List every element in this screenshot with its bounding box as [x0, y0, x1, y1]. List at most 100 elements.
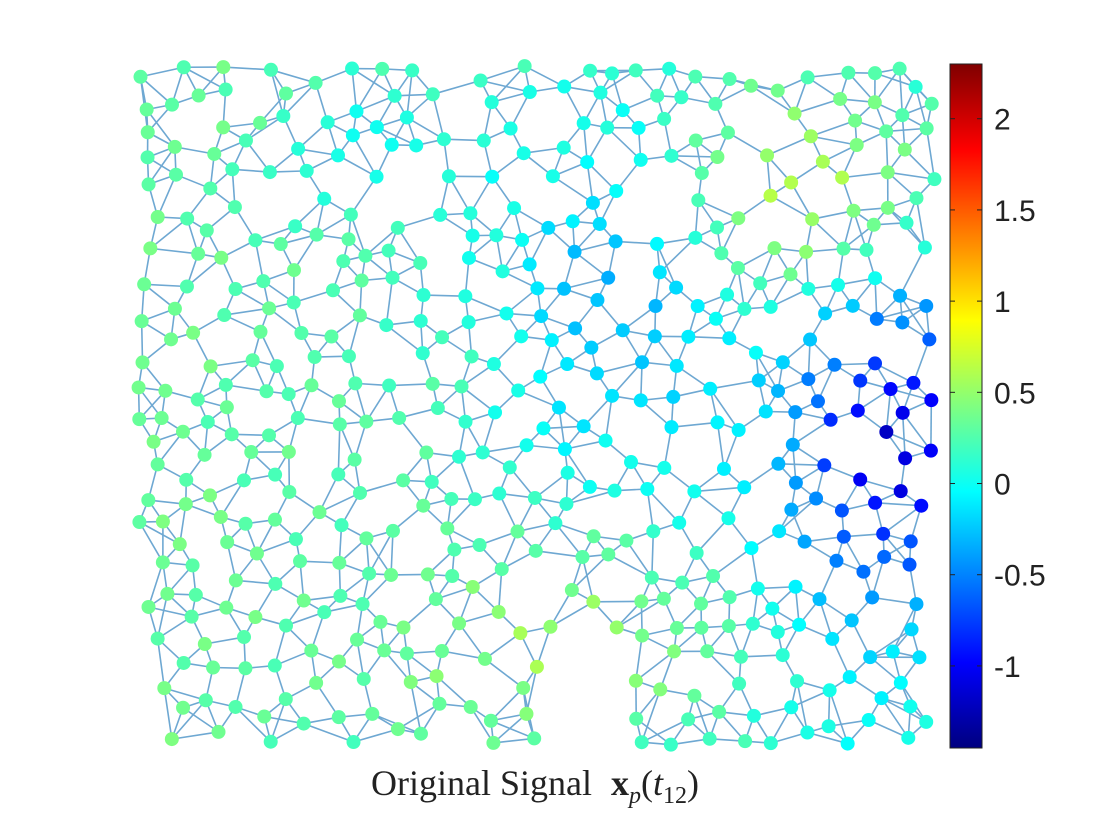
- graph-node: [722, 590, 737, 605]
- graph-node: [441, 169, 456, 184]
- graph-node: [633, 393, 648, 408]
- graph-node: [253, 324, 268, 339]
- graph-node: [863, 650, 878, 665]
- graph-node: [919, 121, 934, 136]
- graph-node: [771, 456, 786, 471]
- graph-node: [763, 188, 778, 203]
- graph-edge: [874, 362, 914, 384]
- graph-node: [191, 246, 206, 261]
- graph-edge: [901, 412, 906, 459]
- graph-node: [917, 240, 932, 255]
- graph-edge: [552, 175, 594, 204]
- graph-node: [846, 203, 861, 218]
- graph-node: [332, 417, 347, 432]
- graph-edge: [156, 174, 177, 218]
- graph-node: [788, 475, 803, 490]
- graph-node: [238, 661, 253, 676]
- graph-node: [895, 108, 910, 123]
- graph-node: [653, 682, 668, 697]
- graph-edge: [397, 703, 440, 730]
- graph-node: [415, 346, 430, 361]
- graph-node: [906, 375, 921, 390]
- graph-edge: [482, 444, 527, 454]
- graph-node: [733, 649, 748, 664]
- graph-edge: [465, 295, 507, 315]
- graph-node: [763, 299, 778, 314]
- graph-edge: [402, 598, 437, 629]
- graph-node: [225, 162, 240, 177]
- graph-edge: [139, 76, 173, 106]
- graph-node: [687, 688, 702, 703]
- graph-node: [288, 219, 303, 234]
- graph-node: [544, 333, 559, 348]
- graph-edge: [352, 134, 378, 178]
- graph-node: [267, 512, 282, 527]
- graph-node: [188, 587, 203, 602]
- colorbar-tick-label: -1: [994, 651, 1021, 684]
- graph-node: [385, 523, 400, 538]
- graph-node: [790, 674, 805, 689]
- graph-node: [341, 349, 356, 364]
- graph-edge: [886, 431, 932, 452]
- graph-node: [841, 65, 856, 80]
- graph-node: [184, 609, 199, 624]
- graph-edge: [210, 359, 253, 368]
- graph-node: [291, 141, 306, 156]
- graph-node: [461, 315, 476, 330]
- graph-node: [341, 232, 356, 247]
- graph-edge: [607, 553, 653, 579]
- graph-node: [176, 700, 191, 715]
- graph-edge: [365, 537, 392, 576]
- graph-node: [688, 133, 703, 148]
- graph-node: [657, 111, 672, 126]
- graph-node: [876, 526, 891, 541]
- graph-node: [132, 515, 147, 530]
- graph-node: [763, 736, 778, 751]
- graph-edge: [390, 530, 394, 576]
- graph-node: [582, 479, 597, 494]
- graph-edge: [641, 718, 689, 743]
- graph-node: [164, 732, 179, 747]
- graph-node: [433, 207, 448, 222]
- graph-edge: [164, 687, 207, 702]
- graph-node: [220, 535, 235, 550]
- graph-node: [261, 428, 276, 443]
- graph-node: [219, 400, 234, 415]
- graph-node: [879, 424, 894, 439]
- graph-node: [352, 308, 367, 323]
- graph-node: [669, 358, 684, 373]
- graph-edge: [351, 68, 358, 112]
- title-math-x: x: [611, 763, 629, 803]
- graph-edge: [792, 419, 832, 446]
- graph-node: [575, 550, 590, 565]
- graph-edge: [147, 562, 164, 608]
- graph-node: [732, 676, 747, 691]
- graph-node: [444, 491, 459, 506]
- graph-edge: [892, 603, 918, 652]
- graph-edge: [524, 65, 565, 88]
- graph-node: [880, 200, 895, 215]
- graph-node: [788, 579, 803, 594]
- graph-node: [216, 120, 231, 135]
- graph-node: [799, 244, 814, 259]
- graph-node: [708, 311, 723, 326]
- graph-node: [350, 632, 365, 647]
- graph-node: [688, 69, 703, 84]
- graph-node: [605, 66, 620, 81]
- graph-edge: [270, 69, 316, 84]
- graph-edge: [149, 217, 188, 249]
- graph-node: [848, 113, 863, 128]
- graph-node: [382, 378, 397, 393]
- graph-node: [137, 277, 152, 292]
- graph-node: [644, 570, 659, 585]
- graph-node: [381, 243, 396, 258]
- graph-edge: [432, 94, 445, 140]
- graph-node: [164, 332, 179, 347]
- graph-node: [334, 518, 349, 533]
- graph-node: [784, 175, 799, 190]
- graph-node: [584, 340, 599, 355]
- graph-node: [893, 288, 908, 303]
- graph-edge: [659, 237, 696, 273]
- graph-edge: [778, 462, 825, 467]
- graph-node: [835, 170, 850, 185]
